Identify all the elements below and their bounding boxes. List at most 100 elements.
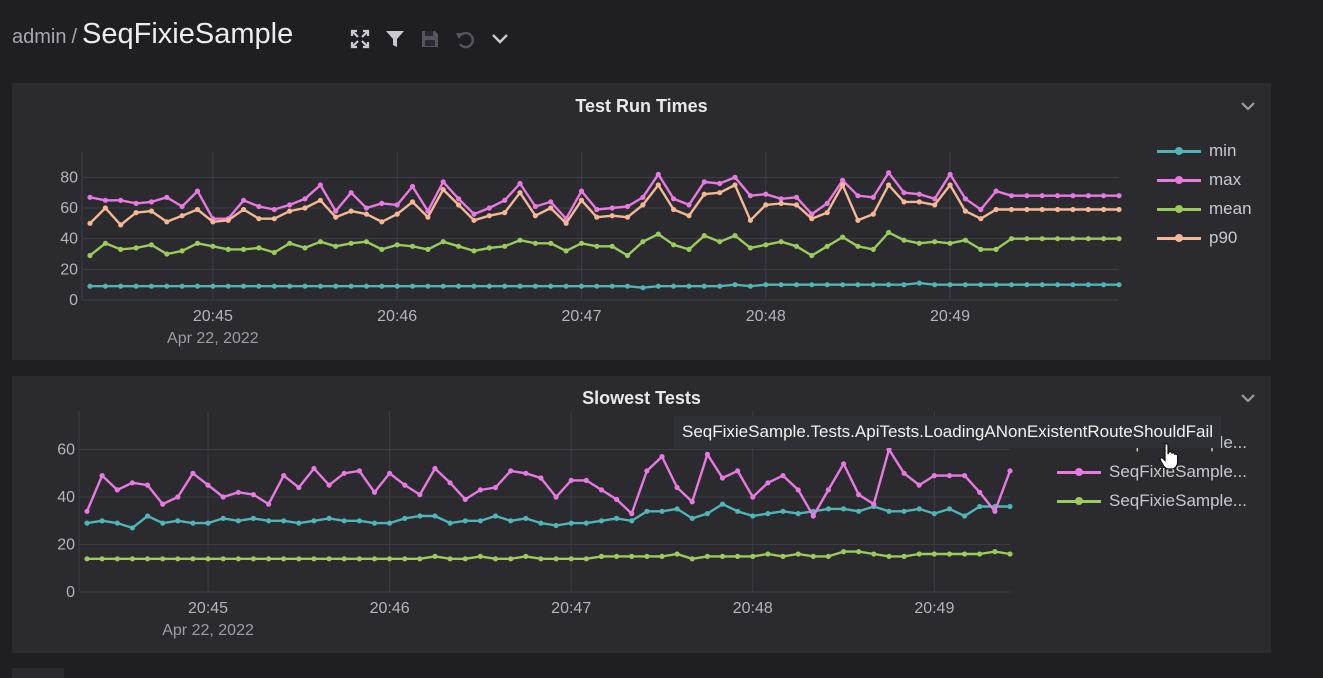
data-point [341, 470, 347, 476]
data-point [655, 283, 661, 289]
data-point [1055, 236, 1061, 242]
data-point [1085, 206, 1091, 213]
data-point [179, 213, 185, 219]
data-point [1008, 282, 1015, 288]
data-point [133, 245, 139, 251]
legend-item-mean[interactable]: mean [1157, 194, 1252, 223]
x-axis-date-label: Apr 22, 2022 [162, 622, 254, 639]
data-point [825, 506, 832, 512]
breadcrumb-owner[interactable]: admin [12, 26, 67, 48]
data-point [747, 245, 754, 251]
data-point [271, 206, 277, 213]
save-icon [421, 31, 438, 47]
data-point [870, 282, 876, 288]
data-point [502, 197, 508, 203]
data-point [594, 243, 600, 249]
data-point [548, 240, 554, 246]
data-point [402, 556, 408, 562]
more-options-button[interactable] [482, 24, 517, 54]
legend-item-p90[interactable]: p90 [1157, 223, 1252, 252]
data-point [241, 197, 247, 203]
data-point [447, 480, 453, 486]
legend-item-series-2[interactable]: SeqFixieSample... [1057, 457, 1247, 486]
data-point [624, 203, 631, 210]
data-point [302, 283, 308, 289]
data-point [241, 246, 247, 252]
data-point [780, 473, 786, 479]
data-point [1116, 193, 1122, 199]
data-point [417, 556, 423, 562]
data-point [809, 282, 815, 288]
data-point [568, 477, 574, 483]
expand-button[interactable] [342, 24, 377, 54]
data-point [962, 208, 969, 214]
data-point [886, 170, 892, 176]
data-point [578, 240, 585, 246]
data-point [598, 487, 605, 493]
data-point [795, 511, 801, 517]
legend-item-min[interactable]: min [1157, 136, 1252, 165]
data-point [160, 520, 166, 526]
legend-item-series-3[interactable]: SeqFixieSample... [1057, 486, 1247, 515]
data-point [1024, 282, 1030, 288]
data-point [841, 461, 847, 467]
chevron-down-icon[interactable] [1239, 99, 1257, 113]
data-point [190, 470, 196, 476]
data-point [538, 475, 544, 481]
data-point [993, 206, 999, 213]
data-point [1070, 193, 1076, 199]
data-point [614, 496, 620, 502]
data-point [778, 239, 784, 245]
data-point [609, 213, 615, 219]
y-tick-label: 0 [66, 584, 75, 601]
data-point [417, 513, 423, 519]
data-point [993, 282, 999, 288]
data-point [701, 233, 707, 239]
data-point [671, 242, 677, 248]
data-point [379, 200, 385, 206]
save-button[interactable] [412, 24, 447, 54]
filter-button[interactable] [377, 24, 412, 54]
data-point [1085, 236, 1091, 242]
data-point [563, 248, 569, 254]
data-point [486, 205, 492, 211]
data-point [190, 520, 196, 526]
data-point [447, 556, 453, 562]
data-point [356, 556, 362, 562]
data-point [220, 556, 226, 562]
data-point [644, 508, 650, 514]
data-point [780, 553, 786, 559]
data-point [644, 553, 650, 559]
data-point [916, 240, 922, 246]
data-point [947, 282, 953, 288]
data-point [978, 216, 984, 222]
legend-label: SeqFixieSample... [1109, 490, 1247, 510]
chevron-down-icon[interactable] [1239, 391, 1257, 405]
data-point [793, 194, 800, 200]
data-point [363, 205, 369, 211]
data-point [348, 190, 354, 196]
data-point [578, 197, 585, 203]
data-point [99, 556, 105, 562]
data-point [394, 242, 400, 248]
data-point [502, 243, 508, 249]
data-point [394, 283, 400, 289]
data-point [747, 193, 754, 199]
panel-stub [12, 668, 64, 678]
undo-button[interactable] [447, 24, 482, 54]
data-point [250, 556, 256, 562]
data-point [870, 246, 876, 252]
data-point [763, 282, 769, 288]
data-point [118, 283, 124, 289]
data-point [379, 246, 385, 252]
data-point [841, 549, 847, 555]
data-point [840, 234, 846, 240]
legend-item-max[interactable]: max [1157, 165, 1252, 194]
data-point [220, 515, 226, 521]
data-point [609, 283, 615, 289]
data-point [148, 283, 154, 289]
series-tooltip: SeqFixieSample.Tests.ApiTests.LoadingANo… [674, 416, 1222, 448]
y-tick-label: 60 [60, 200, 78, 217]
data-point [440, 179, 446, 185]
data-point [508, 556, 514, 562]
